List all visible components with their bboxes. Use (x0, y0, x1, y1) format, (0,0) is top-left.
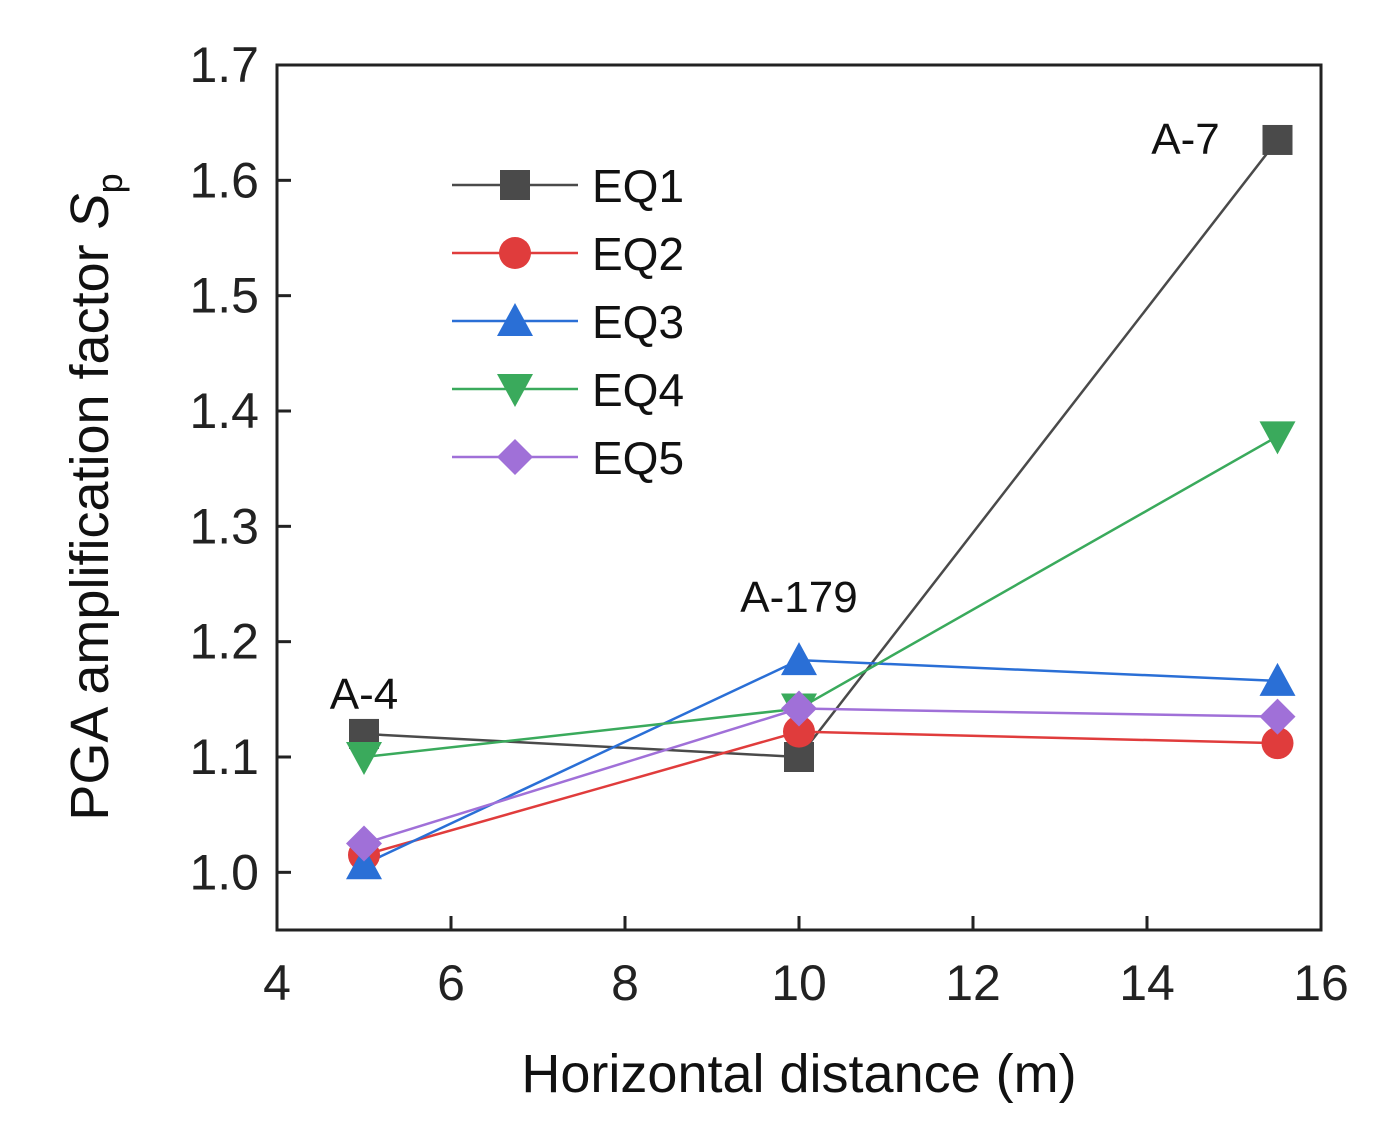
x-axis-title: Horizontal distance (m) (521, 1044, 1076, 1104)
annotations: A-4 A-179 A-7 (330, 115, 1220, 719)
eq4-point (1259, 421, 1296, 455)
y-tick-label: 1.3 (189, 498, 259, 554)
y-axis-title-main: PGA amplification factor (60, 229, 120, 820)
y-axis: 1.0 1.1 1.2 1.3 1.4 1.5 1.6 1.7 (189, 37, 291, 900)
x-tick-label: 8 (611, 955, 639, 1011)
eq3-point (346, 846, 382, 880)
legend-swatch-marker (497, 439, 533, 475)
legend-swatch-marker (497, 374, 533, 407)
legend-swatch-marker (499, 237, 531, 269)
x-tick-label: 14 (1119, 955, 1175, 1011)
legend-swatch-marker (500, 170, 530, 200)
x-tick-label: 10 (771, 955, 827, 1011)
y-tick-label: 1.4 (189, 383, 259, 439)
point-annotation: A-7 (1151, 115, 1219, 164)
legend-label: EQ5 (592, 432, 684, 484)
y-tick-label: 1.2 (189, 614, 259, 670)
eq3-line (363, 658, 1278, 866)
x-axis: 4 6 8 10 12 14 16 (263, 916, 1349, 1011)
eq4-point (346, 742, 382, 775)
legend-label: EQ3 (592, 296, 684, 348)
y-tick-label: 1.6 (189, 152, 259, 208)
plot-frame (275, 63, 1323, 932)
eq1-line (363, 139, 1279, 759)
y-axis-title-subscript: p (89, 173, 130, 193)
x-tick-label: 16 (1293, 955, 1349, 1011)
eq1-point (1262, 124, 1293, 155)
y-axis-title-symbol: S (60, 193, 120, 229)
legend-label: EQ4 (592, 364, 684, 416)
legend-label: EQ2 (592, 228, 684, 280)
y-tick-label: 1.0 (189, 844, 259, 900)
series-markers (346, 124, 1296, 880)
y-tick-label: 1.5 (189, 268, 259, 324)
legend-label: EQ1 (592, 160, 684, 212)
point-annotation: A-179 (740, 573, 857, 622)
legend: EQ1 EQ2 EQ3 EQ4 EQ5 (452, 160, 684, 484)
eq3-point (1259, 662, 1296, 696)
x-tick-label: 6 (437, 955, 465, 1011)
eq5-point (346, 825, 382, 862)
x-tick-label: 4 (263, 955, 291, 1011)
eq5-point (1259, 698, 1296, 735)
legend-swatch-marker (497, 303, 533, 336)
y-axis-title: PGA amplification factor Sp (60, 173, 130, 820)
eq2-line (363, 730, 1278, 857)
x-tick-label: 12 (945, 955, 1001, 1011)
eq2-point (1261, 727, 1294, 760)
eq5-point (781, 690, 817, 727)
eq2-point (783, 715, 815, 748)
point-annotation: A-4 (330, 670, 398, 719)
y-tick-label: 1.7 (189, 37, 259, 93)
eq3-point (781, 642, 817, 676)
y-tick-label: 1.1 (189, 729, 259, 785)
